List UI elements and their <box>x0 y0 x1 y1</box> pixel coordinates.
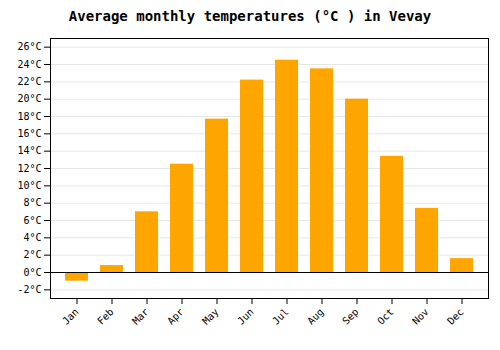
svg-text:24°C: 24°C <box>17 59 41 70</box>
svg-text:14°C: 14°C <box>17 145 41 156</box>
html-text:Average monthly temperatures (: Average monthly temperatures (°C ) in Ve… <box>68 8 432 24</box>
svg-text:8°C: 8°C <box>23 197 41 208</box>
svg-text:16°C: 16°C <box>17 128 41 139</box>
svg-text:Mar: Mar <box>130 306 151 327</box>
svg-text:Jul: Jul <box>270 306 291 327</box>
svg-text:Jan: Jan <box>60 306 81 327</box>
svg-text:0°C: 0°C <box>23 267 41 278</box>
svg-text:Aug: Aug <box>305 306 326 327</box>
svg-text:22°C: 22°C <box>17 76 41 87</box>
svg-text:20°C: 20°C <box>17 93 41 104</box>
svg-text:Jun: Jun <box>235 306 256 327</box>
svg-text:Nov: Nov <box>410 306 431 327</box>
svg-text:Sep: Sep <box>340 306 361 327</box>
svg-text:Feb: Feb <box>95 306 116 327</box>
svg-text:Dec: Dec <box>445 306 466 327</box>
svg-text:Oct: Oct <box>375 306 396 327</box>
svg-text:26°C: 26°C <box>17 41 41 52</box>
svg-text:12°C: 12°C <box>17 163 41 174</box>
svg-text:6°C: 6°C <box>23 215 41 226</box>
svg-text:2°C: 2°C <box>23 249 41 260</box>
svg-text:4°C: 4°C <box>23 232 41 243</box>
svg-text:10°C: 10°C <box>17 180 41 191</box>
svg-text:-2°C: -2°C <box>17 284 41 295</box>
svg-text:18°C: 18°C <box>17 111 41 122</box>
svg-text:Apr: Apr <box>165 306 186 327</box>
svg-text:May: May <box>200 306 221 327</box>
